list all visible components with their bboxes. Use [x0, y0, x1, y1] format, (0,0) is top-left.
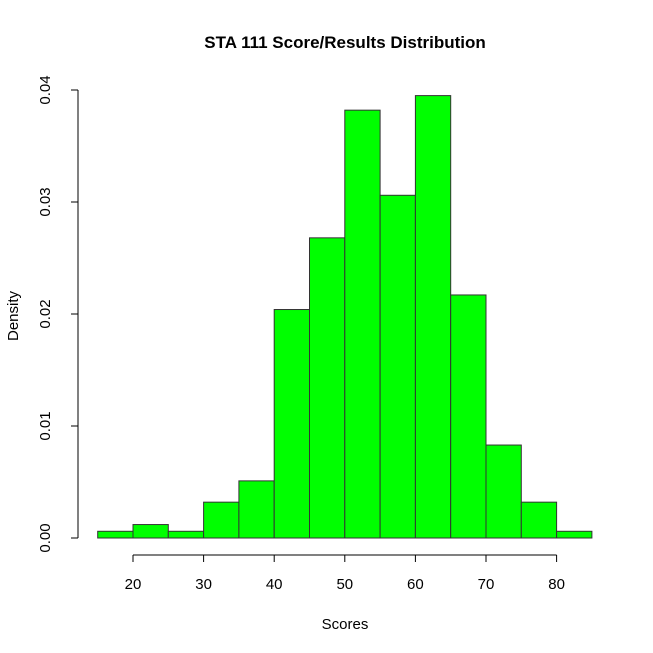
x-tick-label: 70: [478, 576, 495, 593]
bars-group: [97, 95, 593, 539]
y-tick-label: 0.04: [37, 75, 54, 104]
histogram-bar: [132, 524, 169, 539]
x-tick-label: 40: [266, 576, 283, 593]
histogram-bar: [309, 237, 346, 539]
x-axis-label: Scores: [322, 616, 369, 633]
histogram-bar: [556, 530, 593, 539]
histogram-bar: [238, 480, 275, 539]
y-axis: 0.00 0.01 0.02 0.03 0.04: [37, 75, 79, 553]
x-tick-label: 50: [336, 576, 353, 593]
histogram-bar: [379, 194, 416, 539]
x-tick-label: 60: [407, 576, 424, 593]
x-axis: 20 30 40 50 60 70 80: [125, 554, 565, 593]
x-tick-label: 80: [548, 576, 565, 593]
x-tick-label: 20: [125, 576, 142, 593]
histogram-bar: [520, 501, 558, 539]
histogram-bar: [97, 530, 134, 539]
histogram-bar: [485, 444, 522, 539]
chart-title: STA 111 Score/Results Distribution: [204, 33, 486, 52]
histogram-bar: [414, 95, 452, 539]
y-tick-label: 0.01: [37, 411, 54, 440]
y-tick-label: 0.03: [37, 187, 54, 216]
histogram-bar: [167, 530, 205, 539]
y-tick-label: 0.00: [37, 523, 54, 552]
y-tick-label: 0.02: [37, 299, 54, 328]
histogram-bar: [344, 109, 381, 539]
histogram-bar: [273, 309, 311, 539]
histogram-bar: [450, 294, 487, 539]
y-axis-label: Density: [5, 290, 22, 341]
histogram-bar: [203, 501, 240, 539]
x-tick-label: 30: [195, 576, 212, 593]
